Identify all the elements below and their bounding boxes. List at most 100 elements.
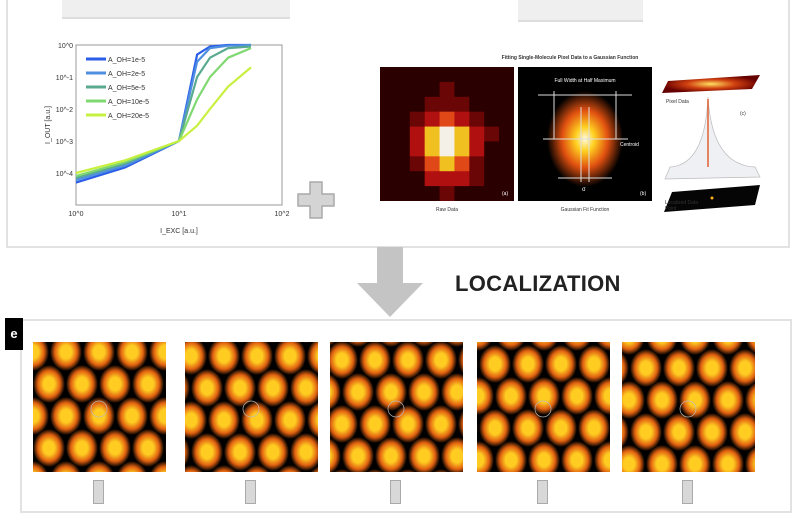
pixel — [499, 111, 514, 128]
intensity-spot — [392, 341, 424, 379]
pixel — [454, 96, 470, 113]
legend-label: A_OH=20e-5 — [108, 113, 149, 120]
pixel — [424, 111, 441, 128]
series-line — [75, 43, 252, 182]
pixel — [439, 81, 455, 98]
intensity-spot — [185, 465, 205, 474]
y-tick-label: 10^0 — [58, 43, 73, 50]
pixel — [499, 67, 514, 83]
y-axis-label: I_OUT [a.u.] — [45, 106, 52, 144]
intensity-spot — [185, 374, 190, 402]
intensity-spot — [330, 437, 341, 474]
intensity-spot — [630, 413, 662, 451]
intensity-spot — [290, 433, 318, 471]
pixel-data-label: Pixel Data — [666, 99, 689, 105]
gaussian-figure-title: Fitting Single-Molecule Pixel Data to a … — [501, 55, 639, 61]
intensity-spot — [330, 341, 358, 379]
intensity-spot — [99, 365, 131, 403]
intensity-spot — [479, 409, 511, 447]
pixel — [394, 171, 411, 187]
intensity-spot — [622, 416, 629, 448]
intensity-spot — [191, 369, 223, 407]
probe-circle — [679, 400, 697, 418]
intensity-spot — [477, 441, 494, 474]
pixel — [499, 126, 514, 142]
pixel — [499, 156, 514, 172]
map-top-margin — [33, 334, 166, 342]
intensity-spot — [116, 334, 148, 371]
pixel — [439, 126, 455, 142]
intensity-spot — [545, 345, 577, 383]
pixel — [439, 186, 455, 201]
pixel — [380, 186, 396, 201]
plus-icon — [297, 181, 335, 219]
intensity-spot — [185, 401, 207, 439]
pixel — [409, 171, 426, 187]
intensity-spot — [66, 365, 98, 403]
intensity-spot — [149, 461, 166, 474]
lattice-map — [330, 334, 463, 474]
map-bottom-margin — [330, 472, 463, 474]
panel-e-label: e — [5, 318, 23, 350]
map-top-margin — [185, 334, 318, 342]
pixel — [499, 96, 514, 113]
pixel — [469, 81, 485, 98]
pixel — [439, 111, 455, 128]
intensity-spot — [646, 381, 678, 419]
intensity-spot — [458, 410, 463, 438]
intensity-spot — [165, 441, 166, 455]
intensity-spot — [561, 377, 593, 415]
intensity-spot — [185, 337, 207, 375]
intensity-spot — [50, 334, 82, 371]
series-line — [75, 47, 252, 178]
intensity-spot — [257, 433, 289, 471]
intensity-spot — [646, 445, 678, 474]
intensity-spot — [679, 381, 711, 419]
plot-area — [75, 44, 283, 206]
intensity-spot — [359, 405, 391, 443]
intensity-spot — [594, 377, 610, 415]
pixel — [484, 81, 500, 98]
pixel — [409, 126, 426, 142]
pixel — [424, 96, 441, 113]
localized-point-label: Localized Data Point — [665, 200, 699, 212]
pixel — [394, 67, 411, 83]
x-tick-label: 10^2 — [275, 211, 290, 218]
intensity-spot — [578, 409, 610, 447]
intensity-spot — [745, 382, 755, 418]
pixel — [454, 81, 470, 98]
map-bottom-margin — [477, 472, 610, 474]
pixel — [439, 171, 455, 187]
intensity-spot — [408, 373, 440, 411]
map-bottom-margin — [185, 472, 318, 474]
pixel — [469, 67, 485, 83]
colorbar-stub — [682, 480, 693, 504]
pixel — [424, 67, 441, 83]
intensity-spot — [33, 334, 49, 371]
intensity-spot — [477, 357, 478, 371]
intensity-spot — [622, 381, 645, 419]
pixel — [394, 141, 411, 157]
intensity-spot — [83, 397, 115, 435]
colorbar-stub — [93, 480, 104, 504]
intensity-spot — [679, 445, 711, 474]
map-bottom-margin — [33, 472, 166, 474]
map-top-margin — [477, 334, 610, 342]
formula-box-right — [518, 0, 643, 22]
pixel — [439, 96, 455, 113]
pixel — [469, 156, 485, 172]
x-axis-label: I_EXC [a.u.] — [160, 228, 198, 235]
intensity-spot — [33, 429, 65, 467]
intensity-spot — [622, 352, 629, 384]
pixel — [409, 67, 426, 83]
pixel — [424, 81, 441, 98]
pixel — [469, 96, 485, 113]
x-tick-label: 10^0 — [69, 211, 84, 218]
intensity-spot — [290, 369, 318, 407]
intensity-spot — [712, 381, 744, 419]
pixel — [409, 96, 426, 113]
intensity-spot — [241, 401, 273, 439]
lattice-map — [33, 334, 166, 474]
pixel — [469, 141, 485, 157]
map-top-margin — [622, 334, 755, 342]
